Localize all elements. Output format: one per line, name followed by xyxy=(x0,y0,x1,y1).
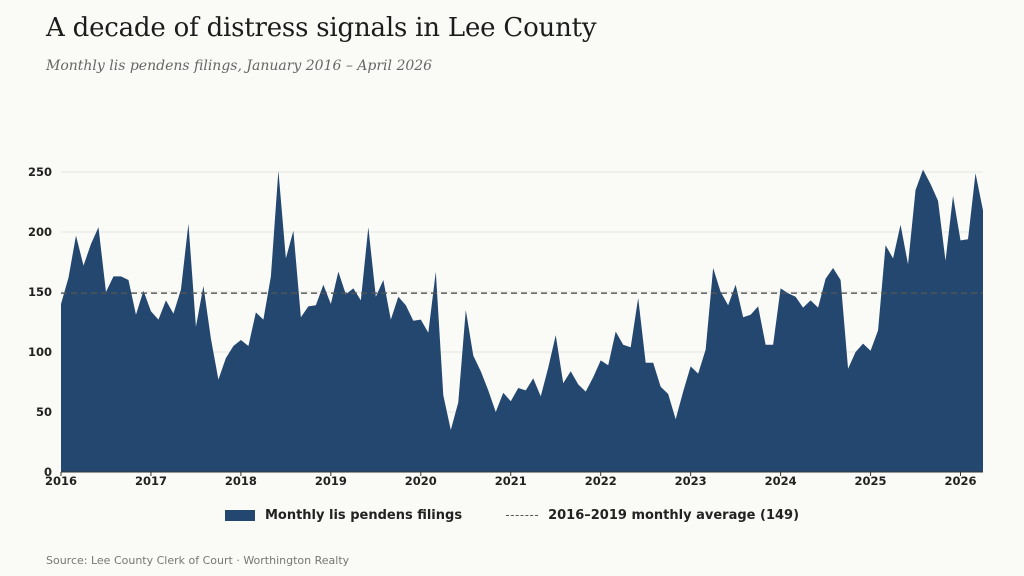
x-tick-label: 2017 xyxy=(135,474,167,488)
y-tick-label: 200 xyxy=(28,225,52,239)
x-tick-label: 2018 xyxy=(225,474,257,488)
chart-subtitle: Monthly lis pendens filings, January 201… xyxy=(46,58,433,74)
x-tick-label: 2025 xyxy=(855,474,887,488)
x-tick-label: 2024 xyxy=(765,474,797,488)
x-tick-label: 2026 xyxy=(945,474,977,488)
y-tick-label: 0 xyxy=(44,465,52,479)
legend-label-average: 2016–2019 monthly average (149) xyxy=(548,508,800,523)
x-tick-label: 2016 xyxy=(45,474,77,488)
y-tick-label: 50 xyxy=(36,405,52,419)
x-tick-label: 2021 xyxy=(495,474,527,488)
legend: Monthly lis pendens filings 2016–2019 mo… xyxy=(0,508,1024,523)
legend-item-average[interactable]: 2016–2019 monthly average (149) xyxy=(506,508,799,523)
chart-title: A decade of distress signals in Lee Coun… xyxy=(46,13,597,43)
x-tick-label: 2019 xyxy=(315,474,347,488)
x-tick-label: 2023 xyxy=(675,474,707,488)
legend-label-filings: Monthly lis pendens filings xyxy=(264,508,463,523)
y-tick-label: 100 xyxy=(28,345,52,359)
source-note: Source: Lee County Clerk of Court · Wort… xyxy=(46,554,350,567)
x-tick-label: 2022 xyxy=(585,474,617,488)
y-tick-label: 150 xyxy=(28,285,52,299)
legend-item-filings[interactable]: Monthly lis pendens filings xyxy=(224,508,463,523)
legend-swatch-area xyxy=(224,510,255,521)
x-tick-label: 2020 xyxy=(405,474,437,488)
legend-swatch-dashed-line xyxy=(506,515,539,516)
y-tick-label: 250 xyxy=(28,165,52,179)
filings-area xyxy=(61,169,983,472)
